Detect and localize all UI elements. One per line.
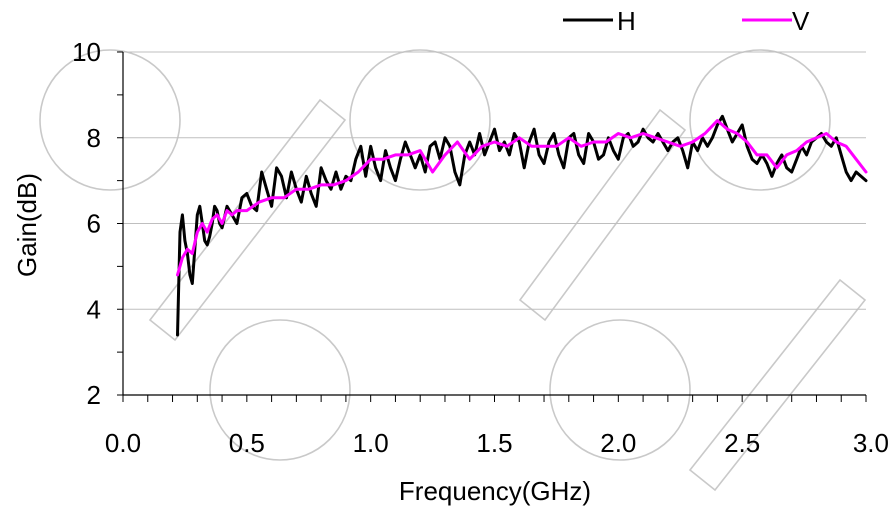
x-tick-label: 0.0 [105,428,141,458]
y-tick-label: 8 [87,123,101,153]
x-axis-title: Frequency(GHz) [399,476,591,506]
y-tick-label: 10 [72,37,101,67]
y-tick-label: 4 [87,294,101,324]
x-tick-label: 1.0 [353,428,389,458]
series-layer [176,114,868,337]
y-tick-label: 6 [87,209,101,239]
legend-label-H: H [617,6,636,36]
axes [117,51,867,402]
y-axis-title: Gain(dB) [12,173,42,277]
grid-lines [123,51,866,310]
x-tick-label: 3.0 [853,428,889,458]
y-tick-label: 2 [87,380,101,410]
x-tick-label: 2.5 [724,428,760,458]
tick-labels: 2 4 6 8 10 0.0 0.5 1.0 1.5 2.0 2.5 3.0 [72,37,889,458]
x-tick-label: 2.0 [600,428,636,458]
series-line-V [176,119,868,277]
legend-label-V: V [792,6,810,36]
x-tick-label: 1.5 [476,428,512,458]
watermark-pattern [39,49,867,492]
series-line-H [176,114,868,337]
x-tick-label: 0.5 [229,428,265,458]
